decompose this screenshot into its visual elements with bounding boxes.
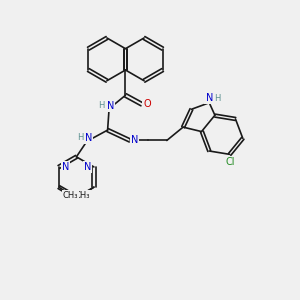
Text: H: H — [77, 133, 83, 142]
Text: N: N — [62, 162, 69, 172]
Text: Cl: Cl — [226, 157, 235, 167]
Text: N: N — [206, 93, 213, 103]
Text: H: H — [98, 101, 105, 110]
Text: N: N — [131, 136, 138, 146]
Text: N: N — [107, 101, 114, 111]
Text: N: N — [84, 162, 91, 172]
Text: O: O — [143, 99, 151, 109]
Text: CH₃: CH₃ — [62, 191, 78, 200]
Text: H: H — [214, 94, 221, 103]
Text: N: N — [85, 133, 92, 143]
Text: CH₃: CH₃ — [75, 191, 90, 200]
